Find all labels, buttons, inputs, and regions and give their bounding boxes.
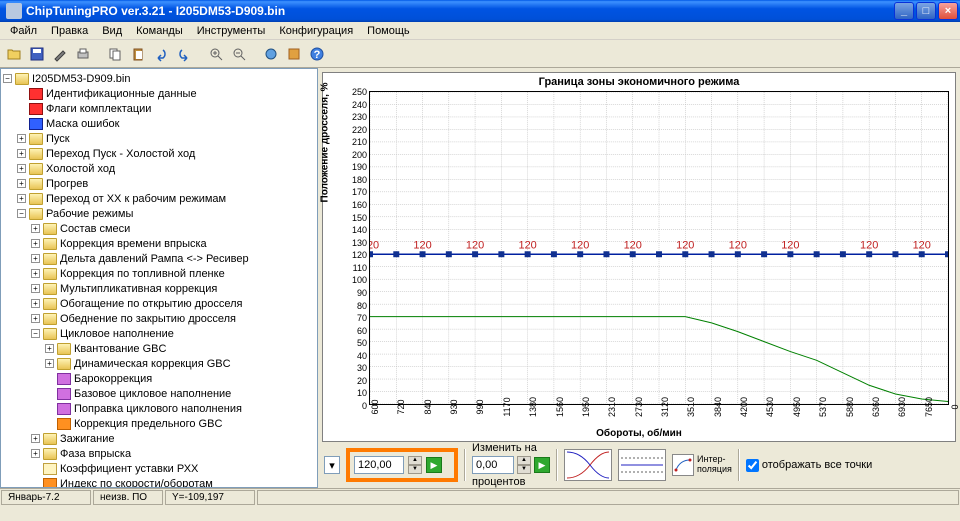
svg-text:120: 120 xyxy=(860,239,878,251)
tree-item[interactable]: Флаги комплектации xyxy=(3,101,315,116)
toolbar: ? xyxy=(0,40,960,68)
tree-item[interactable]: Маска ошибок xyxy=(3,116,315,131)
tool1-icon[interactable] xyxy=(50,44,70,64)
tool3-icon[interactable] xyxy=(284,44,304,64)
tree-item[interactable]: +Динамическая коррекция GBC xyxy=(3,356,315,371)
tree-item[interactable]: Идентификационные данные xyxy=(3,86,315,101)
menu-Правка[interactable]: Правка xyxy=(45,24,94,38)
value-spinner[interactable]: ▲▼ xyxy=(408,456,422,474)
tree-item[interactable]: +Квантование GBC xyxy=(3,341,315,356)
change-spinner[interactable]: ▲▼ xyxy=(517,456,531,474)
tree-item[interactable]: Индекс по скорости/оборотам xyxy=(3,476,315,488)
tree-item[interactable]: Базовое цикловое наполнение xyxy=(3,386,315,401)
show-all-checkbox[interactable]: отображать все точки xyxy=(746,459,872,472)
tree-item[interactable]: +Мультипликативная коррекция xyxy=(3,281,315,296)
tree-item[interactable]: −Рабочие режимы xyxy=(3,206,315,221)
tree-item[interactable]: +Холостой ход xyxy=(3,161,315,176)
status-c: Y=-109,197 xyxy=(165,490,255,505)
svg-text:120: 120 xyxy=(413,239,431,251)
svg-text:120: 120 xyxy=(624,239,642,251)
value-highlight: ▲▼ ▶ xyxy=(346,448,458,482)
menubar: ФайлПравкаВидКомандыИнструментыКонфигура… xyxy=(0,22,960,40)
tree-item[interactable]: +Коррекция по топливной пленке xyxy=(3,266,315,281)
tree-item[interactable]: Поправка циклового наполнения xyxy=(3,401,315,416)
apply-button[interactable]: ▶ xyxy=(426,457,442,473)
svg-text:120: 120 xyxy=(781,239,799,251)
menu-Инструменты[interactable]: Инструменты xyxy=(191,24,272,38)
interp-icon[interactable] xyxy=(672,454,694,476)
tree-item[interactable]: +Переход Пуск - Холостой ход xyxy=(3,146,315,161)
svg-text:120: 120 xyxy=(370,239,379,251)
tree-item[interactable]: Барокоррекция xyxy=(3,371,315,386)
change-input[interactable] xyxy=(472,456,514,474)
tree-panel[interactable]: −I205DM53-D909.binИдентификационные данн… xyxy=(0,68,318,488)
tree-item[interactable]: Коэффициент уставки РХХ xyxy=(3,461,315,476)
redo-icon[interactable] xyxy=(174,44,194,64)
tree-item[interactable]: +Зажигание xyxy=(3,431,315,446)
dropdown-toggle[interactable]: ▾ xyxy=(324,456,340,474)
chart-title: Граница зоны экономичного режима xyxy=(323,76,955,88)
svg-text:120: 120 xyxy=(913,239,931,251)
svg-text:120: 120 xyxy=(518,239,536,251)
save-icon[interactable] xyxy=(27,44,47,64)
tree-item[interactable]: −Цикловое наполнение xyxy=(3,326,315,341)
menu-Конфигурация[interactable]: Конфигурация xyxy=(273,24,359,38)
change-apply-button[interactable]: ▶ xyxy=(534,457,550,473)
tree-item[interactable]: Коррекция предельного GBC xyxy=(3,416,315,431)
svg-text:120: 120 xyxy=(729,239,747,251)
curve-preview-2[interactable] xyxy=(618,449,666,481)
svg-text:?: ? xyxy=(314,49,321,61)
percent-label: процентов xyxy=(472,476,550,488)
undo-icon[interactable] xyxy=(151,44,171,64)
svg-text:120: 120 xyxy=(676,239,694,251)
change-label: Изменить на xyxy=(472,442,550,454)
ylabel: Положение дросселя, % xyxy=(320,82,331,202)
status-a: Январь-7.2 xyxy=(1,490,91,505)
menu-Помощь[interactable]: Помощь xyxy=(361,24,416,38)
tree-item[interactable]: +Переход от XX к рабочим режимам xyxy=(3,191,315,206)
window-title: ChipTuningPRO ver.3.21 - I205DM53-D909.b… xyxy=(26,4,894,18)
menu-Файл[interactable]: Файл xyxy=(4,24,43,38)
interp-label: Интер-поляция xyxy=(697,455,732,475)
statusbar: Январь-7.2 неизв. ПО Y=-109,197 xyxy=(0,488,960,506)
svg-text:120: 120 xyxy=(466,239,484,251)
value-input[interactable] xyxy=(354,456,404,474)
zoomout-icon[interactable] xyxy=(229,44,249,64)
menu-Команды[interactable]: Команды xyxy=(130,24,189,38)
help-icon[interactable]: ? xyxy=(307,44,327,64)
zoomin-icon[interactable] xyxy=(206,44,226,64)
tree-item[interactable]: +Прогрев xyxy=(3,176,315,191)
tree-item[interactable]: +Дельта давлений Рампа <-> Ресивер xyxy=(3,251,315,266)
close-button[interactable]: × xyxy=(938,2,958,20)
menu-Вид[interactable]: Вид xyxy=(96,24,128,38)
copy-icon[interactable] xyxy=(105,44,125,64)
tool2-icon[interactable] xyxy=(261,44,281,64)
tree-item[interactable]: +Обогащение по открытию дросселя xyxy=(3,296,315,311)
status-b: неизв. ПО xyxy=(93,490,163,505)
tree-item[interactable]: +Фаза впрыска xyxy=(3,446,315,461)
maximize-button[interactable]: □ xyxy=(916,2,936,20)
tree-item[interactable]: +Коррекция времени впрыска xyxy=(3,236,315,251)
app-icon xyxy=(6,3,22,19)
open-icon[interactable] xyxy=(4,44,24,64)
xlabel: Обороты, об/мин xyxy=(323,428,955,439)
svg-text:120: 120 xyxy=(571,239,589,251)
print-icon[interactable] xyxy=(73,44,93,64)
tree-item[interactable]: +Обеднение по закрытию дросселя xyxy=(3,311,315,326)
tree-item[interactable]: +Состав смеси xyxy=(3,221,315,236)
minimize-button[interactable]: _ xyxy=(894,2,914,20)
tree-item[interactable]: +Пуск xyxy=(3,131,315,146)
chart-area: Граница зоны экономичного режима Положен… xyxy=(322,72,956,442)
curve-preview-1[interactable] xyxy=(564,449,612,481)
paste-icon[interactable] xyxy=(128,44,148,64)
